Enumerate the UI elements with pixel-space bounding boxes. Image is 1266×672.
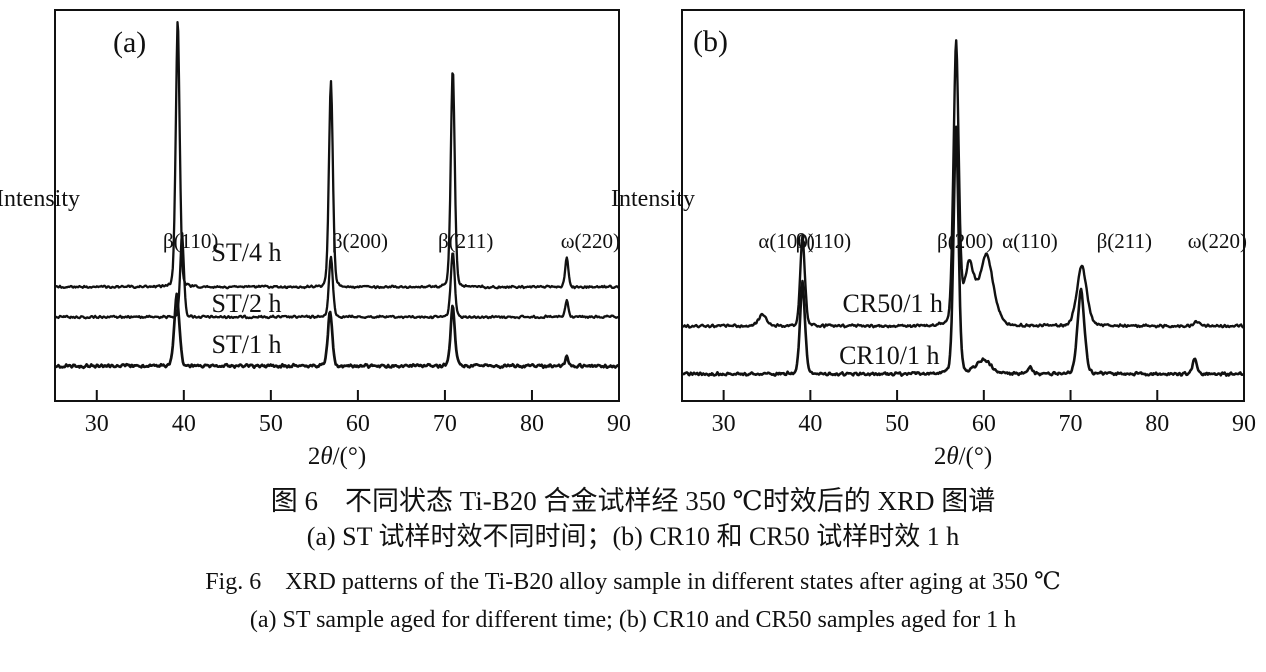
caption-zh-title: 图 6 不同状态 Ti-B20 合金试样经 350 ℃时效后的 XRD 图谱 — [270, 486, 996, 516]
panel-a: 30 40 50 60 70 80 90 2θ/(°) Intensity (a) β(110) β(… — [0, 9, 631, 470]
curve-label: ST/4 h — [211, 238, 281, 267]
curve-label: CR50/1 h — [843, 289, 943, 318]
x-tick-label: 30 — [85, 411, 109, 437]
x-tick-label: 50 — [259, 411, 283, 437]
xrd-curve-st4h — [54, 21, 620, 290]
peak-label: ω(220) — [1188, 229, 1247, 253]
xrd-curve-st2h — [54, 231, 619, 320]
x-tick-label: 70 — [1059, 411, 1083, 437]
curve-label: CR10/1 h — [839, 341, 939, 370]
x-axis-title: 2θ/(°) — [308, 443, 366, 470]
peak-label: β(211) — [438, 229, 493, 253]
x-tick-label: 40 — [798, 411, 822, 437]
x-tick-label: 80 — [1145, 411, 1169, 437]
x-tick-label: 90 — [1232, 411, 1256, 437]
peak-label: β(110) — [796, 229, 851, 253]
caption-zh-subtitle: (a) ST 试样时效不同时间；(b) CR10 和 CR50 试样时效 1 h — [306, 522, 960, 551]
y-axis-title: Intensity — [0, 186, 80, 212]
x-tick-label: 80 — [520, 411, 544, 437]
xrd-figure: 30 40 50 60 70 80 90 2θ/(°) Intensity (a) β(110) β(… — [0, 9, 1266, 638]
caption-en-subtitle: (a) ST sample aged for different time; (… — [249, 607, 1017, 633]
x-tick-label: 60 — [346, 411, 370, 437]
plot-frame — [54, 9, 620, 402]
peak-label: α(110) — [1002, 229, 1058, 253]
peak-label: α(100) — [758, 229, 815, 253]
x-tick-label: 60 — [972, 411, 996, 437]
x-tick-label: 50 — [885, 411, 909, 437]
x-tick-label: 30 — [712, 411, 736, 437]
plot-frame — [681, 9, 1245, 402]
x-tick-label: 40 — [172, 411, 196, 437]
peak-label: β(200) — [332, 229, 388, 253]
peak-label: β(110) — [163, 229, 218, 253]
panel-letter: (b) — [693, 25, 728, 58]
panel-b: 30 40 50 60 70 80 902θ/(°)Intensity(b)α(100)β(… — [611, 9, 1256, 470]
xrd-curve-st1h — [54, 292, 620, 370]
figure-caption: 图 6 不同状态 Ti-B20 合金试样经 350 ℃时效后的 XRD 图谱 (… — [0, 483, 1266, 638]
y-axis-title: Intensity — [611, 186, 695, 212]
caption-en-title: Fig. 6 XRD patterns of the Ti-B20 alloy … — [205, 569, 1061, 595]
panel-letter: (a) — [113, 26, 146, 59]
peak-label: β(200) — [937, 229, 993, 253]
peak-label: β(211) — [1097, 229, 1152, 253]
x-tick-label: 70 — [433, 411, 457, 437]
x-axis-title: 2θ/(°) — [934, 443, 992, 470]
curve-label: ST/2 h — [211, 289, 281, 318]
x-tick-label: 90 — [607, 411, 631, 437]
peak-label: ω(220) — [561, 229, 620, 253]
xrd-curve-cr101h — [681, 125, 1244, 377]
curve-label: ST/1 h — [211, 330, 281, 359]
xrd-curve-cr501h — [681, 39, 1245, 329]
xrd-plot-canvas: 30 40 50 60 70 80 90 2θ/(°) Intensity (a) β(110) β(… — [0, 9, 1256, 470]
